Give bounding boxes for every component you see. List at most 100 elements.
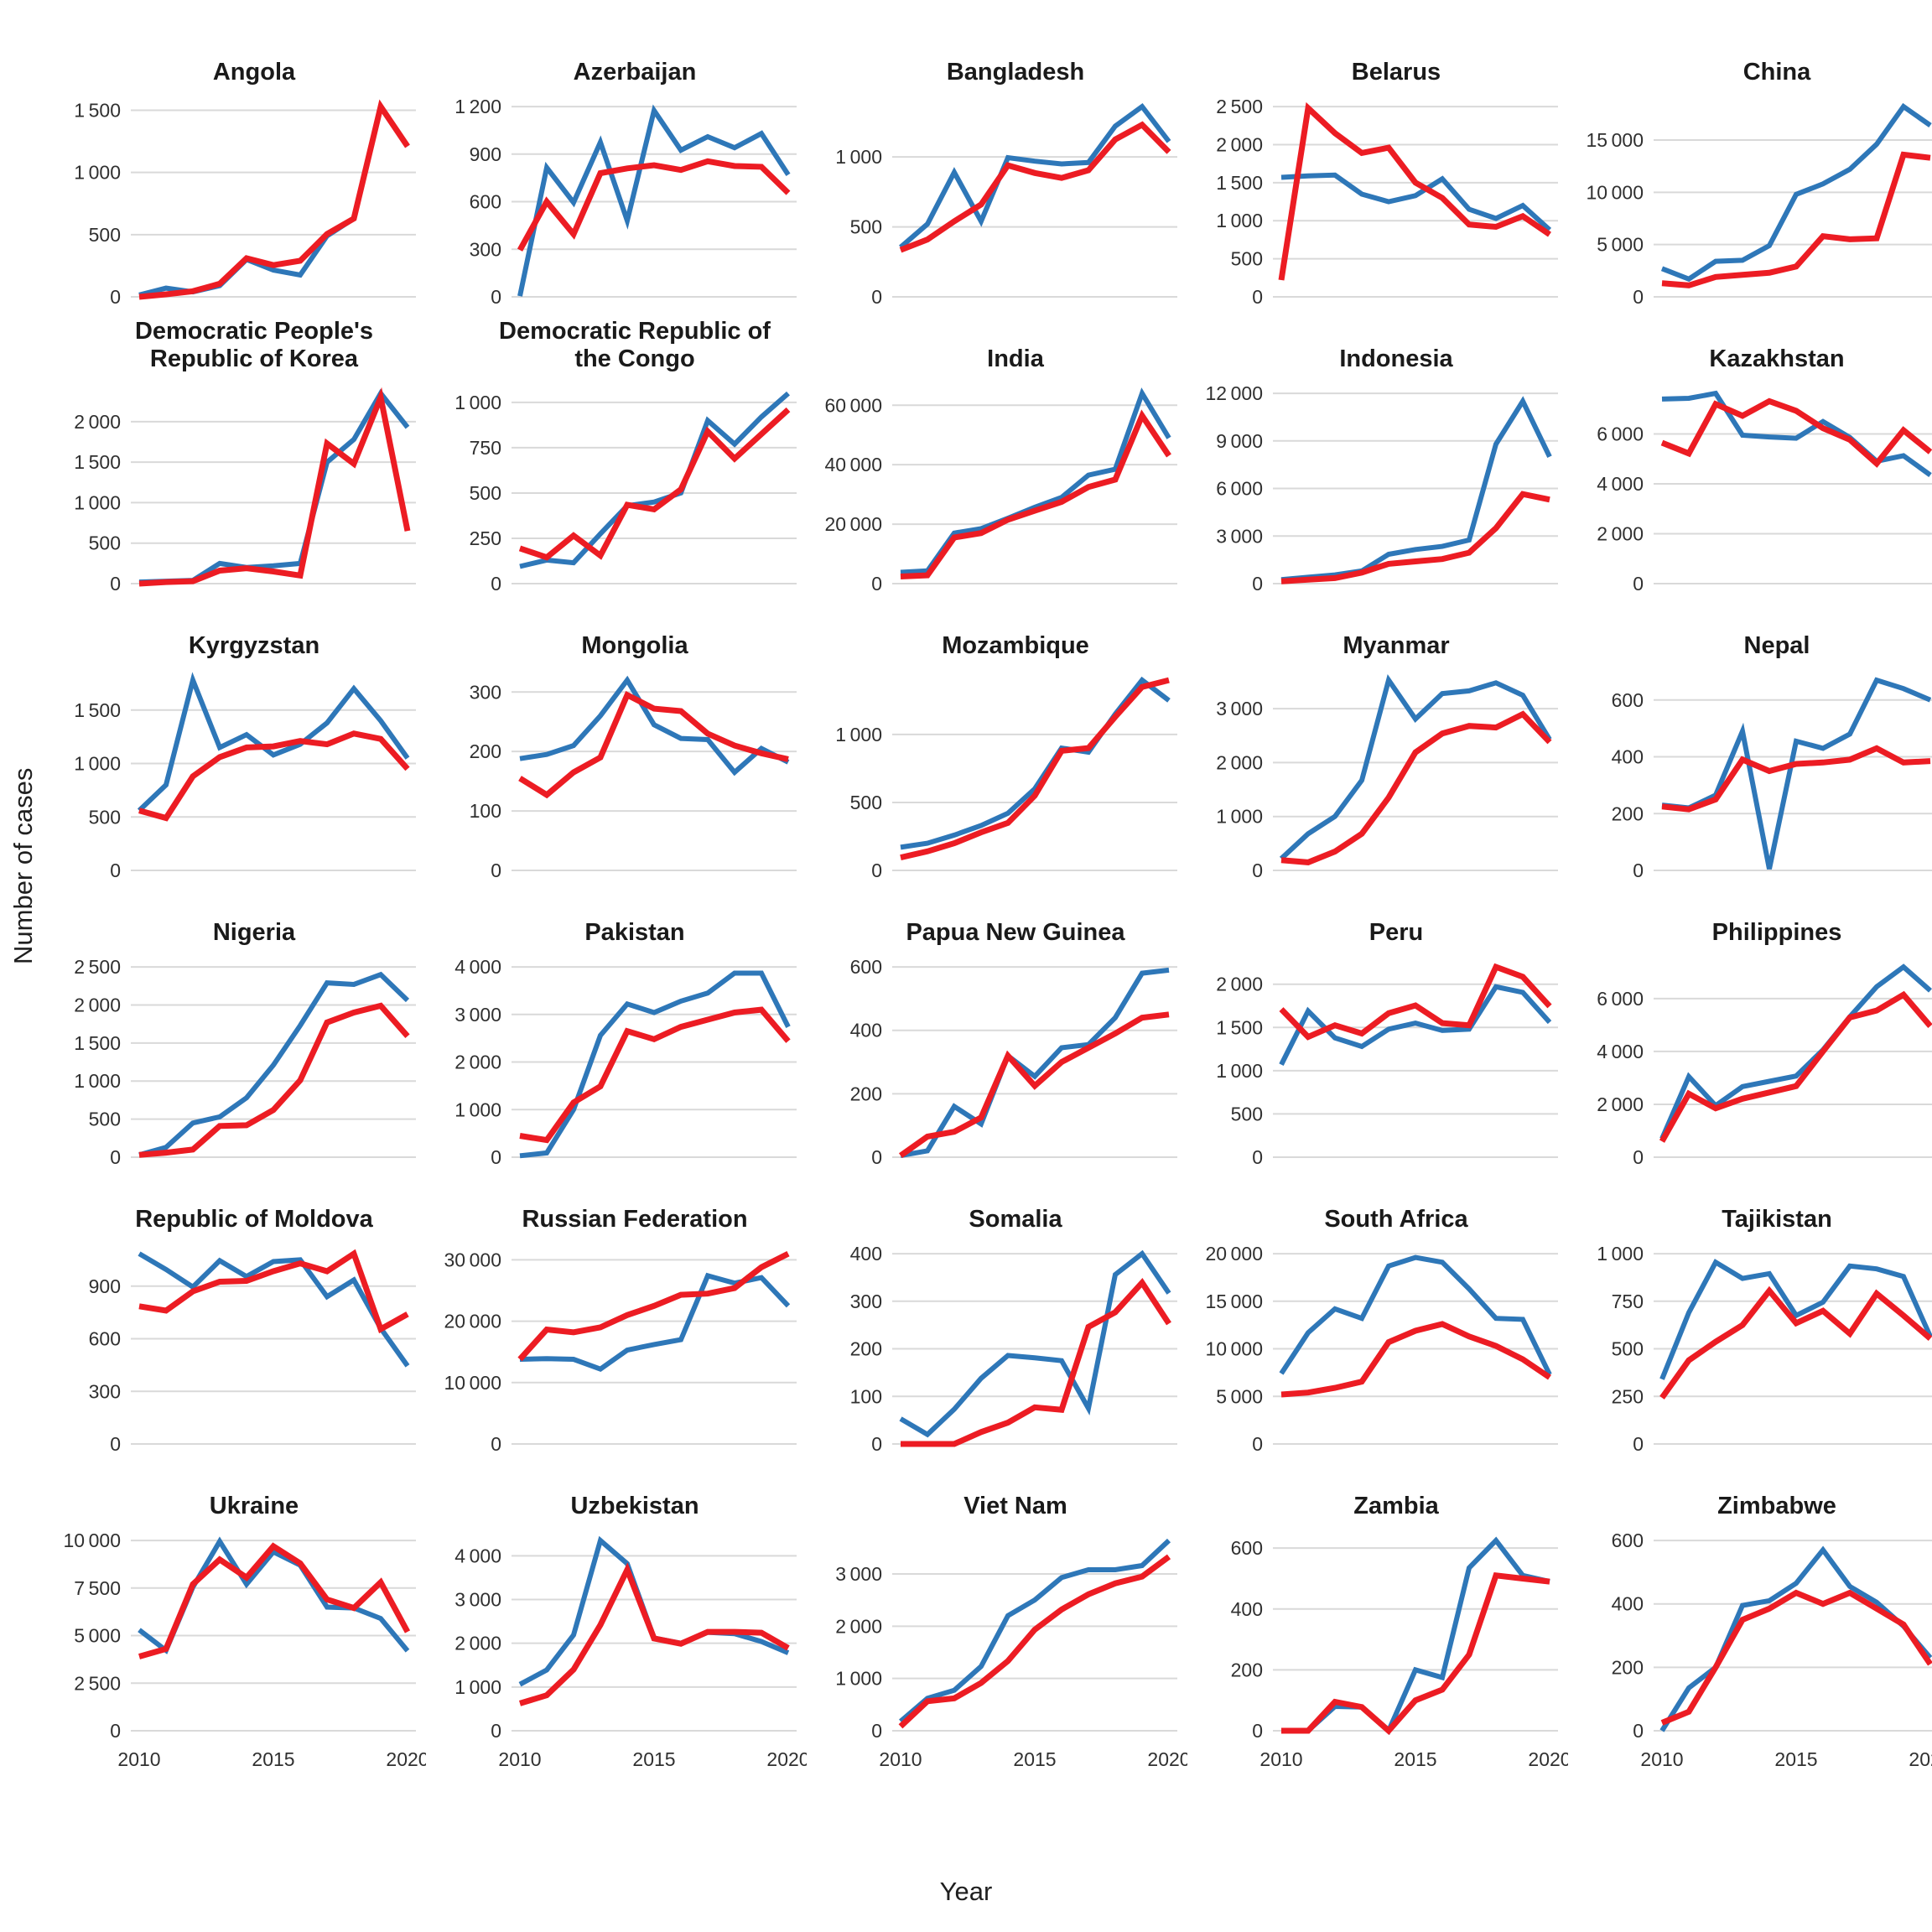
series-line-red (1278, 101, 1551, 281)
panel-plot: 0 500 1 000 1 500 2 000 2 500 (1216, 96, 1558, 308)
y-tick-label: 0 (1252, 286, 1263, 308)
y-tick-label: 600 (89, 1328, 121, 1350)
y-tick-label: 0 (871, 1720, 882, 1742)
facet-panel: Nepal 0 200 400 600 (1570, 595, 1932, 882)
y-tick-label: 0 (1633, 1146, 1644, 1168)
x-tick-label: 2020 (1147, 1748, 1187, 1770)
panel-plot: 0 200 400 600 2010 2015 2020 (1231, 1536, 1568, 1770)
y-tick-label: 0 (871, 286, 882, 308)
gridlines: 0 500 1 000 1 500 2 000 (1216, 974, 1558, 1168)
panel-plot: 0 100 200 300 400 (850, 1243, 1177, 1455)
facet-panel: Viet Nam 0 1 000 2 000 3 000 2010 2015 2020 (808, 1456, 1187, 1776)
gridlines: 0 250 500 750 1 000 (1597, 1243, 1932, 1455)
panel-title: Ukraine (209, 1492, 299, 1519)
y-tick-label: 0 (491, 1433, 501, 1455)
y-tick-label: 3 000 (454, 1589, 501, 1611)
panel-title: Uzbekistan (570, 1492, 699, 1519)
y-tick-label: 900 (89, 1275, 121, 1297)
panel-title: Somalia (969, 1205, 1062, 1233)
y-tick-label: 600 (1612, 689, 1644, 711)
y-tick-label: 1 000 (835, 1668, 882, 1690)
series-line-red (1279, 963, 1552, 1041)
series-line-blue (900, 967, 1170, 1159)
y-tick-label: 200 (1612, 1656, 1644, 1678)
y-tick-label: 400 (1612, 1593, 1644, 1615)
panel-plot: 0 3 000 6 000 9 000 12 000 (1205, 382, 1558, 595)
facet-panel: Belarus 0 500 1 000 1 500 2 000 2 500 (1189, 22, 1568, 309)
panel-plot: 0 5 000 10 000 15 000 20 000 (1205, 1243, 1558, 1455)
y-tick-label: 1 000 (835, 146, 882, 168)
panel-title: Democratic People's Republic of Korea (134, 318, 374, 372)
series-line-red (900, 409, 1171, 579)
gridlines: 0 200 400 600 (1612, 1530, 1932, 1742)
facet-grid: Angola 0 500 1 000 1 500 Azerbaijan 0 300 600 900… (47, 22, 1932, 1776)
panel-title: Myanmar (1343, 631, 1450, 659)
y-tick-label: 3 000 (454, 1004, 501, 1026)
gridlines: 0 100 200 300 (470, 681, 797, 881)
series-line-red (138, 1249, 409, 1334)
series-line-blue (519, 970, 791, 1159)
panel-title: Republic of Moldova (135, 1205, 373, 1233)
y-tick-label: 1 500 (1216, 172, 1263, 194)
y-tick-label: 2 000 (1597, 1093, 1644, 1115)
series-line-blue (1661, 390, 1932, 478)
facet-panel: Kyrgyzstan 0 500 1 000 1 500 (47, 595, 426, 882)
y-tick-label: 2 000 (74, 411, 121, 433)
series-line-red (898, 1554, 1171, 1729)
facet-panel: Democratic People's Republic of Korea 0 50… (47, 309, 426, 595)
facet-panel: Philippines 0 2 000 4 000 6 000 (1570, 882, 1932, 1169)
x-tick-label: 2010 (498, 1748, 541, 1770)
y-tick-label: 1 500 (74, 100, 121, 122)
panel-title: Nigeria (212, 918, 296, 946)
series-line-blue (1279, 1254, 1552, 1376)
y-tick-label: 6 000 (1597, 988, 1644, 1010)
y-tick-label: 0 (1252, 860, 1263, 881)
y-tick-label: 0 (871, 573, 882, 595)
y-tick-label: 500 (1612, 1338, 1644, 1360)
y-tick-label: 1 000 (74, 162, 121, 184)
y-tick-label: 300 (470, 681, 501, 703)
series-line-blue (1660, 102, 1932, 283)
y-tick-label: 2 500 (1216, 96, 1263, 117)
y-tick-label: 1 500 (74, 451, 121, 473)
y-tick-label: 200 (1612, 802, 1644, 824)
gridlines: 0 500 1 000 (835, 724, 1177, 881)
x-tick-label: 2010 (1259, 1748, 1302, 1770)
y-tick-label: 15 000 (1205, 1291, 1263, 1312)
panel-plot: 0 200 400 600 (1612, 677, 1932, 881)
panel-plot: 0 500 1 000 1 500 (74, 99, 416, 308)
y-tick-label: 1 500 (74, 1032, 121, 1054)
x-tick-label: 2015 (1394, 1748, 1436, 1770)
y-tick-label: 200 (1231, 1659, 1263, 1680)
series-line-red (518, 1562, 790, 1706)
panel-title: Belarus (1351, 58, 1441, 86)
y-tick-label: 3 000 (1216, 525, 1263, 547)
facet-panel: Nigeria 0 500 1 000 1 500 2 000 2 500 (47, 882, 426, 1169)
y-tick-label: 2 500 (74, 1672, 121, 1694)
facet-panel: Pakistan 0 1 000 2 000 3 000 4 000 (428, 882, 807, 1169)
x-tick-label: 2015 (252, 1748, 294, 1770)
facet-panel: Mozambique 0 500 1 000 (808, 595, 1187, 882)
y-tick-label: 0 (1252, 1146, 1263, 1168)
y-tick-label: 12 000 (1205, 382, 1263, 404)
y-tick-label: 0 (110, 1720, 121, 1742)
y-tick-label: 15 000 (1586, 129, 1644, 151)
y-tick-label: 4 000 (1597, 473, 1644, 495)
series-line-red (519, 1006, 791, 1144)
panel-title: Viet Nam (963, 1492, 1067, 1519)
chart-figure: Angola 0 500 1 000 1 500 Azerbaijan 0 300 600 900… (47, 22, 1932, 1776)
y-tick-label: 40 000 (824, 454, 882, 475)
panel-plot: 0 500 1 000 1 500 2 000 (1216, 963, 1558, 1168)
y-tick-label: 0 (110, 860, 121, 881)
y-tick-label: 0 (491, 1720, 501, 1742)
y-tick-label: 0 (1633, 286, 1644, 308)
series-line-red (138, 99, 410, 300)
y-tick-label: 0 (491, 860, 501, 881)
panel-plot: 0 2 500 5 000 7 500 10 000 2010 2015 2020 (63, 1530, 426, 1770)
y-tick-label: 600 (850, 956, 882, 978)
y-tick-label: 500 (89, 224, 121, 246)
y-tick-label: 2 500 (74, 956, 121, 978)
y-tick-label: 200 (850, 1338, 882, 1360)
gridlines: 0 500 1 000 1 500 2 000 2 500 (74, 956, 416, 1168)
panel-title: Pakistan (584, 918, 685, 946)
